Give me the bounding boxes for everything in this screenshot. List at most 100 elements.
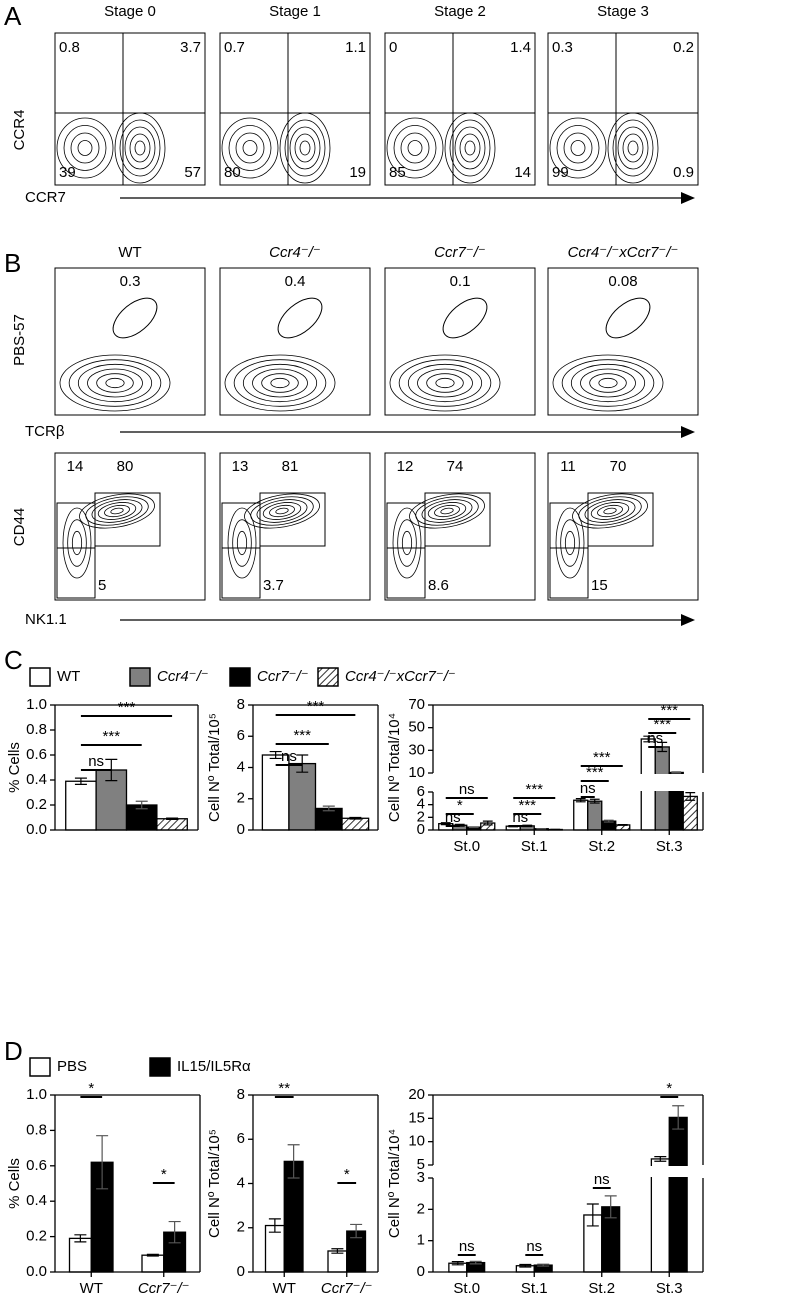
sig-label: *** [307,698,325,715]
contour [552,354,664,412]
y-tick-label: 0 [417,821,425,838]
gate-value: 8.6 [428,577,449,594]
contour [56,117,114,179]
quadrant-value: 0.3 [552,39,573,56]
contour [409,493,485,529]
quadrant-value: 80 [224,164,241,181]
contour [269,504,295,518]
contour [570,363,646,403]
y-tick-label: 10 [408,764,425,781]
contour [598,377,618,389]
contour [427,502,467,520]
axis-break [425,1166,711,1177]
y-tick-label: 0.2 [26,796,47,813]
y-tick-label: 0.0 [26,1263,47,1280]
contour [590,502,630,520]
error-bar [586,1203,599,1227]
bar [261,754,290,831]
legend-swatch [29,667,51,687]
error-bar [350,1223,363,1239]
error-bar [537,1263,550,1267]
axis-break [425,774,711,791]
contour [228,125,272,171]
contour [421,499,473,523]
error-bar [468,826,479,829]
legend-swatch [229,667,251,687]
y-axis-label: Cell Nº Total/10⁴ [386,1129,403,1238]
axis-label: CCR4 [11,110,28,151]
plot-frame [547,452,699,601]
gate-value: 11 [560,458,576,475]
error-bar [671,771,682,774]
x-tick-label: St.3 [656,838,683,855]
error-bar [482,820,493,826]
plot-frame [384,267,536,416]
bar [288,762,317,831]
legend-label: IL15/IL5Rα [177,1058,251,1075]
quadrant-value: 1.4 [510,39,531,56]
y-tick-label: 0.6 [26,746,47,763]
plot-title: Stage 1 [269,3,321,20]
contour [570,140,586,156]
arrow-head [681,192,695,204]
error-bar [168,1220,181,1244]
contour [284,119,326,177]
error-bar [74,777,87,785]
error-bar [166,817,179,820]
gate-value: 14 [67,458,84,475]
y-tick-label: 3 [417,1169,425,1186]
sig-label: ns [526,1238,542,1255]
quadrant-value: 0.2 [673,39,694,56]
contour [59,354,171,412]
contour [392,507,422,579]
sig-label: ns [281,748,297,765]
contour [627,140,639,156]
contour [236,530,248,556]
y-tick-label: 0.4 [26,1192,47,1209]
error-bar [672,1105,685,1130]
contour [561,359,655,407]
contour [124,126,156,170]
x-tick-label: St.2 [588,838,615,855]
quadrant-value: 39 [59,164,76,181]
contour [244,493,320,529]
error-bar [654,1156,667,1162]
gate [549,547,589,599]
bar [65,780,97,831]
contour [96,373,134,393]
y-tick-label: 0 [237,821,245,838]
contour [129,133,151,163]
y-tick-label: 6 [417,783,425,800]
plot-frame [547,267,699,416]
error-bar [135,800,148,810]
contour [401,530,413,556]
y-tick-label: 0.6 [26,1157,47,1174]
sig-label: *** [660,702,678,719]
sig-label: ns [647,730,663,747]
contour [62,507,92,579]
y-tick-label: 0 [417,1263,425,1280]
contour [270,377,290,389]
contour [67,519,87,567]
sig-label: * [457,797,463,814]
contour [91,499,143,523]
x-tick-label: Ccr7⁻/⁻ [321,1280,373,1297]
plot-frame [384,452,536,601]
plot-title: Stage 3 [597,3,649,20]
plot-frame [54,267,206,416]
gate-value: 15 [591,577,608,594]
x-tick-label: St.1 [521,838,548,855]
panel-label: B [4,248,21,278]
contour [549,117,607,179]
y-tick-label: 2 [417,808,425,825]
x-tick-label: St.2 [588,1280,615,1297]
contour [560,519,580,567]
contour [252,368,308,398]
sig-label: * [88,1080,94,1097]
quadrant-value: 1.1 [345,39,366,56]
legend-swatch [149,1057,171,1077]
contour [68,359,162,407]
contour [435,377,455,389]
